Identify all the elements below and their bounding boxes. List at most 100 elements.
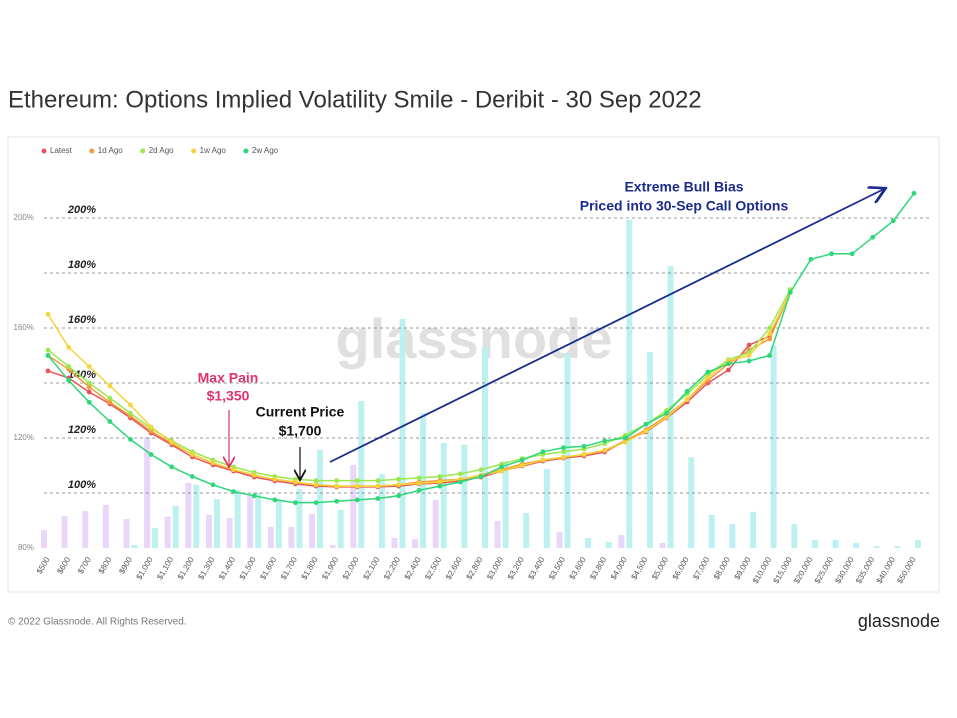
bar — [482, 347, 488, 548]
x-tick-label: $2,400 — [403, 555, 423, 581]
legend-item: Latest — [41, 146, 73, 155]
data-point — [86, 389, 92, 395]
x-tick-label: $1,800 — [300, 555, 320, 581]
data-point — [787, 289, 793, 295]
data-point — [664, 410, 669, 416]
bar — [618, 534, 625, 548]
bar — [543, 469, 550, 548]
data-point — [313, 500, 319, 506]
data-point — [705, 369, 711, 375]
data-point — [457, 471, 463, 477]
annotations: Extreme Bull Bias Priced into 30-Sep Cal… — [198, 179, 884, 479]
data-point — [540, 449, 546, 455]
data-point — [231, 467, 236, 473]
x-tick-label: $10,000 — [751, 555, 774, 585]
x-tick-label: $3,400 — [526, 555, 546, 581]
data-point — [107, 419, 113, 424]
bar — [461, 444, 468, 548]
bar — [626, 219, 633, 549]
data-point — [251, 493, 257, 499]
x-tick-label: $500 — [35, 555, 52, 575]
data-point — [746, 353, 752, 358]
bar — [317, 449, 324, 548]
x-tick-label: $40,000 — [875, 555, 898, 585]
bar — [205, 514, 212, 548]
bar — [41, 529, 47, 548]
bar — [309, 514, 316, 548]
data-point — [602, 447, 608, 453]
bar — [337, 509, 344, 548]
y-tick-label: 80% — [18, 543, 34, 552]
legend-item: 1w Ago — [191, 146, 226, 155]
data-point — [128, 402, 133, 408]
bar — [915, 539, 921, 548]
reference-label: 200% — [67, 204, 96, 216]
bar — [123, 519, 130, 548]
bar — [556, 531, 563, 548]
bar — [226, 517, 233, 548]
bar — [832, 539, 839, 548]
data-point — [86, 364, 92, 369]
data-point — [561, 445, 566, 451]
bar — [708, 514, 715, 548]
data-point — [66, 377, 72, 383]
annotation-text: Extreme Bull Bias — [624, 179, 743, 195]
bar — [399, 318, 406, 548]
x-tick-label: $2,600 — [444, 555, 464, 581]
bar — [82, 511, 89, 548]
data-point — [478, 467, 484, 473]
data-point — [66, 364, 72, 369]
x-tick-label: $3,800 — [588, 555, 608, 581]
data-point — [45, 347, 51, 353]
data-point — [45, 353, 51, 358]
data-point — [561, 454, 566, 460]
reference-label: 100% — [68, 479, 96, 491]
bar — [432, 499, 439, 548]
x-tick-label: $2,200 — [382, 555, 402, 581]
data-point — [540, 457, 546, 463]
data-point — [684, 388, 690, 394]
data-point — [561, 449, 566, 455]
data-point — [416, 487, 422, 493]
x-tick-label: $1,200 — [176, 555, 196, 581]
data-point — [643, 428, 649, 434]
x-tick-label: $3,600 — [568, 555, 588, 581]
bar — [193, 484, 200, 548]
bar — [131, 544, 138, 548]
data-point — [911, 190, 917, 196]
bar — [255, 492, 262, 548]
data-point — [499, 468, 505, 474]
data-point — [829, 251, 834, 257]
data-point — [664, 414, 669, 420]
y-tick-label: 160% — [14, 323, 34, 332]
data-point — [437, 474, 443, 479]
data-point — [128, 410, 133, 416]
data-point — [416, 480, 422, 486]
x-tick-label: $3,200 — [506, 555, 526, 581]
x-tick-label: $3,000 — [485, 555, 505, 581]
x-tick-label: $1,000 — [135, 555, 155, 581]
x-tick-label: $8,000 — [712, 555, 732, 581]
bar — [811, 539, 818, 548]
bar — [853, 542, 860, 548]
data-point — [767, 331, 773, 336]
bar — [585, 537, 592, 548]
annotation-text: $1,350 — [207, 388, 250, 404]
bar — [61, 516, 68, 548]
data-point — [581, 443, 587, 449]
x-tick-label: $20,000 — [792, 555, 815, 585]
x-tick-label: $1,300 — [196, 555, 216, 581]
x-tick-label: $5,000 — [650, 555, 670, 581]
bar — [275, 499, 282, 548]
data-point — [746, 342, 752, 348]
x-tick-label: $30,000 — [833, 555, 856, 585]
legend-label: 2w Ago — [252, 146, 279, 155]
data-point — [519, 463, 525, 468]
bar — [894, 546, 901, 548]
bar — [523, 512, 530, 548]
bar — [247, 494, 254, 548]
data-point — [148, 424, 154, 430]
x-tick-label: $25,000 — [813, 555, 836, 585]
data-point — [705, 375, 711, 380]
